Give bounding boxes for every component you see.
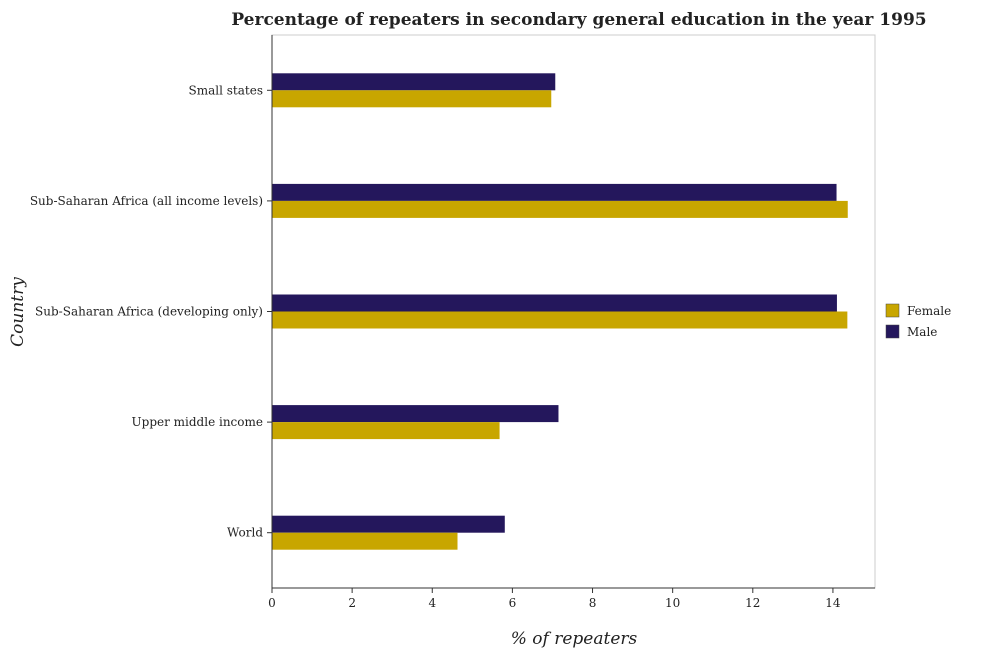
x-tick-label: 10 xyxy=(665,596,680,610)
x-tick-label: 0 xyxy=(268,596,276,610)
x-tick-label: 2 xyxy=(348,596,356,610)
bar-female-2 xyxy=(272,311,848,329)
bar-male-2 xyxy=(272,294,837,312)
chart-title: Percentage of repeaters in secondary gen… xyxy=(231,10,926,30)
x-axis: 0 2 4 6 8 10 12 14 xyxy=(268,587,875,610)
legend: Female Male xyxy=(885,303,951,339)
y-axis: Small states Sub-Saharan Africa (all inco… xyxy=(30,35,273,588)
x-tick-label: 12 xyxy=(745,596,760,610)
legend-swatch-female xyxy=(885,303,900,318)
bar-male-4 xyxy=(272,515,505,533)
x-tick-label: 8 xyxy=(589,596,597,610)
y-axis-label: Country xyxy=(8,277,28,347)
y-tick-label: Sub-Saharan Africa (developing only) xyxy=(35,305,263,319)
legend-swatch-male xyxy=(885,324,900,339)
x-tick-label: 14 xyxy=(825,596,841,610)
bar-female-1 xyxy=(272,200,848,218)
bar-female-4 xyxy=(272,532,458,550)
bar-male-3 xyxy=(272,405,559,423)
bar-male-0 xyxy=(272,73,556,91)
y-tick-label: Upper middle income xyxy=(132,415,263,429)
bar-male-1 xyxy=(272,183,837,201)
bars-group xyxy=(272,73,848,550)
y-tick-label: World xyxy=(227,526,263,540)
y-tick-label: Small states xyxy=(189,83,263,97)
x-tick-label: 4 xyxy=(428,596,436,610)
legend-label-female: Female xyxy=(907,304,951,318)
bar-female-3 xyxy=(272,422,500,440)
legend-label-male: Male xyxy=(907,325,937,339)
x-tick-label: 6 xyxy=(509,596,517,610)
bar-female-0 xyxy=(272,90,552,108)
x-axis-label: % of repeaters xyxy=(511,629,638,649)
y-tick-label: Sub-Saharan Africa (all income levels) xyxy=(30,194,263,208)
